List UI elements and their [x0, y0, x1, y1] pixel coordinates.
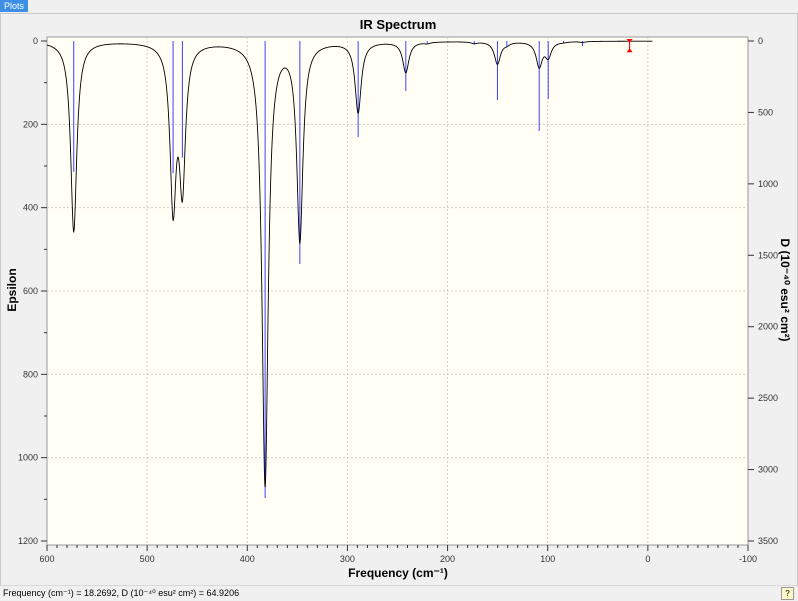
y-axis-label: Epsilon [5, 268, 19, 311]
y-tick-label: 600 [23, 286, 38, 296]
x-axis-label: Frequency (cm⁻¹) [348, 566, 448, 580]
ir-spectrum-chart[interactable]: IR Spectrum 600 500 400 300 200 100 0 -10002004… [0, 0, 798, 585]
tab-plots[interactable]: Plots [0, 0, 29, 12]
y2-tick-label: 1500 [758, 250, 778, 260]
y2-tick-label: 3000 [758, 465, 778, 475]
y-tick-label: 1000 [18, 453, 38, 463]
y-tick-label: 400 [23, 203, 38, 213]
y2-tick-label: 2500 [758, 393, 778, 403]
x-tick-label: 600 [39, 554, 54, 564]
x-tick-label: -100 [739, 554, 757, 564]
x-tick-label: 300 [340, 554, 355, 564]
x-tick-label: 100 [540, 554, 555, 564]
y-tick-label: 1200 [18, 536, 38, 546]
x-tick-label: 200 [440, 554, 455, 564]
spectrum-curve [46, 40, 653, 488]
y2-tick-label: 2000 [758, 322, 778, 332]
y2-tick-label: 1000 [758, 179, 778, 189]
y-tick-label: 800 [23, 369, 38, 379]
x-tick-label: 400 [240, 554, 255, 564]
y2-tick-label: 0 [758, 36, 763, 46]
status-bar: Frequency (cm⁻¹) = 18.2692, D (10⁻⁴⁰ esu… [0, 585, 798, 601]
y2-tick-label: 3500 [758, 536, 778, 546]
x-tick-label: 0 [645, 554, 650, 564]
status-text: Frequency (cm⁻¹) = 18.2692, D (10⁻⁴⁰ esu… [3, 588, 240, 598]
x-tick-label: 500 [140, 554, 155, 564]
help-icon[interactable]: ? [781, 587, 794, 600]
y-tick-label: 200 [23, 119, 38, 129]
y2-axis-label: D (10⁻⁴⁰ esu² cm²) [778, 238, 792, 341]
y-tick-label: 0 [33, 36, 38, 46]
chart-title: IR Spectrum [360, 17, 437, 32]
y2-tick-label: 500 [758, 107, 773, 117]
selection-marker-top-icon [626, 39, 633, 43]
selection-marker-bottom-icon [626, 48, 633, 53]
